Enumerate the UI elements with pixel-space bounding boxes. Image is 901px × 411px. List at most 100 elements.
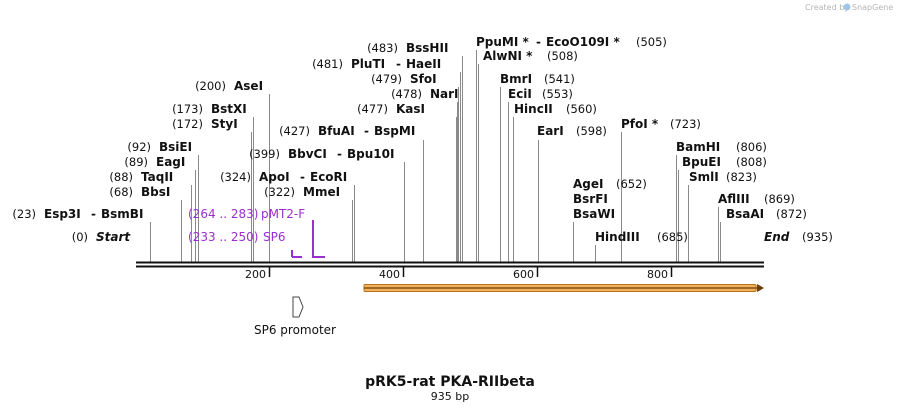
site-pos-bstxi: (173)	[172, 102, 203, 116]
site-name-bstxi[interactable]: BstXI	[211, 102, 247, 116]
promoter-arrow-icon[interactable]	[292, 296, 304, 318]
site-name-agei[interactable]: AgeI	[573, 177, 603, 191]
credit-text: Created by	[805, 3, 849, 12]
site-pos-hincii: (560)	[566, 102, 597, 116]
site-pos-bsiei: (92)	[127, 140, 151, 154]
site-name-kasi[interactable]: KasI	[396, 102, 425, 116]
site-pos-bbsi: (68)	[109, 185, 133, 199]
site-name-ecoo109i[interactable]: EcoO109I *	[546, 35, 620, 49]
site-pos-kasi: (477)	[357, 102, 388, 116]
site-pos-pluti: (481)	[312, 57, 343, 71]
site-name-asei[interactable]: AseI	[234, 79, 263, 93]
svg-text:-: -	[300, 170, 305, 184]
site-name-eari[interactable]: EarI	[537, 124, 564, 138]
site-name-bsmbi[interactable]: BsmBI	[101, 207, 143, 221]
site-name-bspmi[interactable]: BspMI	[374, 124, 415, 138]
site-name-pfoi[interactable]: PfoI *	[621, 117, 659, 131]
site-name-bpu10i[interactable]: Bpu10I	[347, 147, 394, 161]
site-name-ecori[interactable]: EcoRI	[310, 170, 347, 184]
primer-name-pmt2f[interactable]: pMT2-F	[261, 207, 305, 221]
site-name-sfoi[interactable]: SfoI	[410, 72, 437, 86]
map-title: pRK5-rat PKA-RIIbeta	[365, 374, 535, 390]
site-pos-bfuai: (427)	[279, 124, 310, 138]
site-name-eagi[interactable]: EagI	[156, 155, 185, 169]
tick-label-600: 600	[513, 268, 534, 281]
tick-label-200: 200	[245, 268, 266, 281]
site-name-alwni[interactable]: AlwNI *	[483, 49, 533, 63]
site-pos-smli: (823)	[726, 170, 757, 184]
site-name-bsaai[interactable]: BsaAI	[726, 207, 764, 221]
svg-text:-: -	[337, 147, 342, 161]
site-pos-bamhi: (806)	[736, 140, 767, 154]
site-name-ecii[interactable]: EciI	[508, 87, 532, 101]
site-pos-bbvci: (399)	[249, 147, 280, 161]
site-pos-bmri: (541)	[544, 72, 575, 86]
site-pos-ppumi: (505)	[636, 35, 667, 49]
site-pos-eari: (598)	[576, 124, 607, 138]
site-pos-esp3i: (23)	[12, 207, 36, 221]
primer-name-sp6[interactable]: SP6	[263, 230, 286, 244]
primer-range-sp6: (233 .. 250)	[188, 230, 258, 244]
site-name-bamhi[interactable]: BamHI	[676, 140, 720, 154]
start-label: Start	[96, 230, 131, 244]
site-name-hincii[interactable]: HincII	[514, 102, 553, 116]
site-name-mmei[interactable]: MmeI	[303, 185, 340, 199]
site-name-bbvci[interactable]: BbvCI	[288, 147, 327, 161]
site-pos-hindiii: (685)	[657, 230, 688, 244]
tick-label-400: 400	[379, 268, 400, 281]
site-name-bmri[interactable]: BmrI	[500, 72, 532, 86]
ruler-ticks: 200 400 600 800	[245, 266, 673, 281]
site-name-esp3i[interactable]: Esp3I	[44, 207, 81, 221]
site-name-haeii[interactable]: HaeII	[406, 57, 441, 71]
site-name-hindiii[interactable]: HindIII	[595, 230, 640, 244]
feature-label-sp6-promoter: SP6 promoter	[254, 323, 336, 337]
site-pos-bsaai: (872)	[776, 207, 807, 221]
site-name-apoi[interactable]: ApoI	[259, 170, 290, 184]
site-name-nari[interactable]: NarI	[430, 87, 459, 101]
end-position: (935)	[802, 230, 833, 244]
site-pos-sfoi: (479)	[371, 72, 402, 86]
pmt2f-primer-mark[interactable]	[312, 220, 325, 258]
site-name-bpuei[interactable]: BpuEI	[682, 155, 721, 169]
site-pos-pfoi: (723)	[670, 117, 701, 131]
primer-marks	[291, 220, 325, 258]
site-name-afliii[interactable]: AflIII	[718, 192, 750, 206]
snapgene-logo-icon	[843, 3, 851, 11]
site-name-smli[interactable]: SmlI	[689, 170, 719, 184]
site-name-bsshii[interactable]: BssHII	[406, 41, 448, 55]
primer-range-pmt2f: (264 .. 283)	[188, 207, 258, 221]
site-pos-bpuei: (808)	[736, 155, 767, 169]
orf-arrow-icon	[757, 284, 764, 292]
sp6-promoter-feature[interactable]: SP6 promoter	[254, 296, 336, 337]
site-name-bsiei[interactable]: BsiEI	[159, 140, 192, 154]
site-labels-left: (23) Esp3I - BsmBI (68) BbsI (88) TaqII …	[12, 41, 458, 221]
site-pos-afliii: (869)	[764, 192, 795, 206]
site-name-taqii[interactable]: TaqII	[141, 170, 173, 184]
end-label: End	[764, 230, 790, 244]
primer-labels: (264 .. 283) pMT2-F (233 .. 250) SP6	[188, 207, 305, 244]
svg-text:-: -	[396, 57, 401, 71]
site-lines	[150, 50, 721, 262]
site-name-bfuai[interactable]: BfuAI	[318, 124, 355, 138]
brand-text: SnapGene	[852, 3, 893, 12]
site-name-bsrfi[interactable]: BsrFI	[573, 192, 608, 206]
site-pos-apoi: (324)	[220, 170, 251, 184]
site-name-styi[interactable]: StyI	[211, 117, 238, 131]
site-pos-taqii: (88)	[109, 170, 133, 184]
site-name-ppumi[interactable]: PpuMI *	[476, 35, 530, 49]
site-pos-alwni: (508)	[547, 49, 578, 63]
site-pos-nari: (478)	[391, 87, 422, 101]
site-name-pluti[interactable]: PluTI	[351, 57, 385, 71]
tick-label-800: 800	[647, 268, 668, 281]
site-pos-bsshii: (483)	[367, 41, 398, 55]
site-name-bbsi[interactable]: BbsI	[141, 185, 170, 199]
svg-text:-: -	[364, 124, 369, 138]
site-name-bsawi[interactable]: BsaWI	[573, 207, 615, 221]
map-length: 935 bp	[431, 390, 469, 403]
site-pos-mmei: (322)	[264, 185, 295, 199]
site-labels-right: PpuMI * - EcoO109I * (505) AlwNI * (508)…	[476, 35, 807, 244]
site-pos-agei: (652)	[616, 177, 647, 191]
orf-feature[interactable]	[363, 284, 764, 292]
